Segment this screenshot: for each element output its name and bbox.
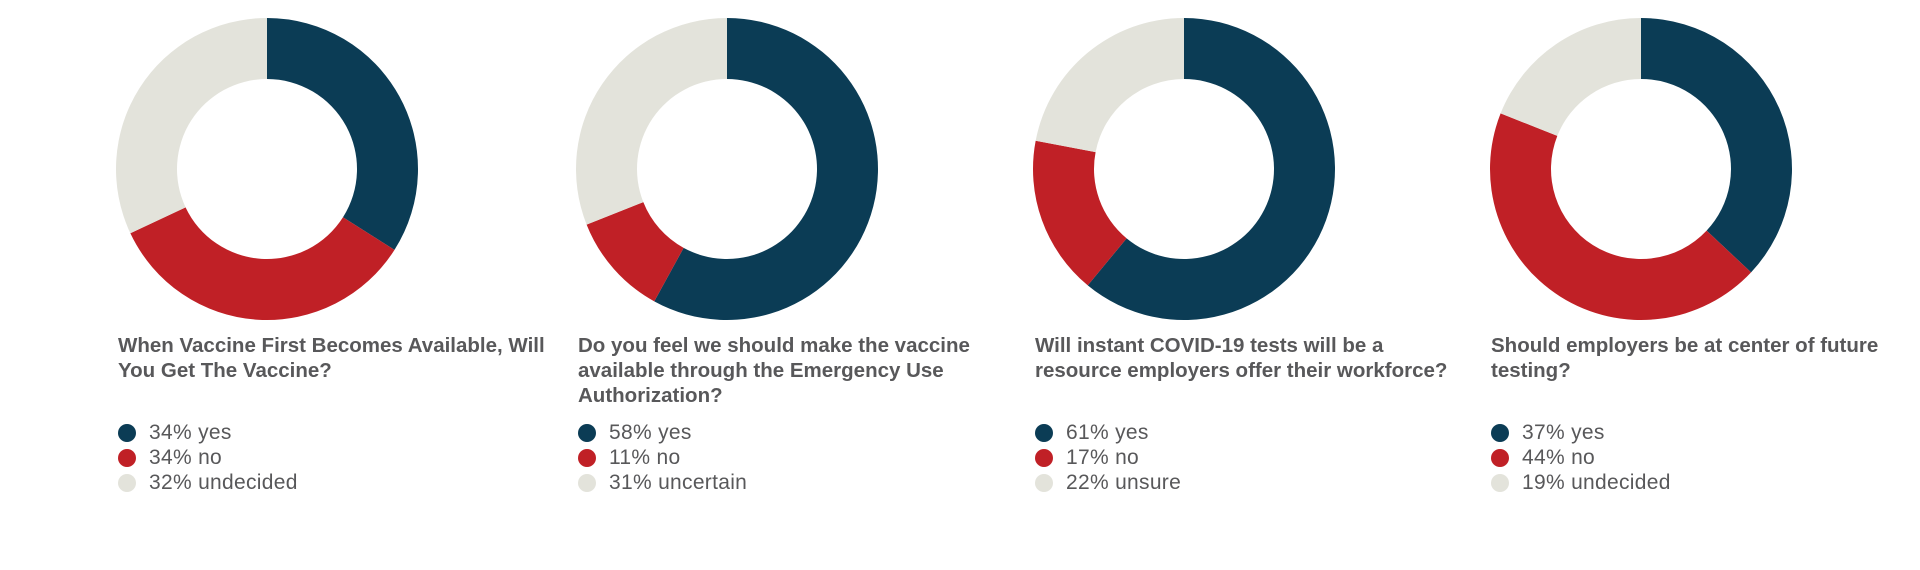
legend-dot-icon	[1035, 423, 1053, 442]
legend-item: 61% yes	[1035, 420, 1181, 445]
legend-item: 31% uncertain	[578, 470, 747, 495]
legend-item: 19% undecided	[1491, 470, 1671, 495]
donut-slice-yes	[1641, 18, 1792, 273]
legend-dot-icon	[578, 473, 596, 492]
donut-slice-yes	[267, 18, 419, 250]
donut-chart	[115, 18, 419, 321]
legend-item: 11% no	[578, 445, 747, 470]
legend: 61% yes 17% no 22% unsure	[1035, 420, 1181, 495]
legend-item: 37% yes	[1491, 420, 1671, 445]
legend-dot-icon	[578, 448, 596, 467]
chart-title: When Vaccine First Becomes Available, Wi…	[118, 334, 545, 382]
donut-chart	[576, 18, 878, 320]
legend-label: 34% yes	[149, 420, 232, 444]
legend-item: 34% yes	[118, 420, 298, 445]
legend-label: 17% no	[1066, 445, 1140, 469]
legend-dot-icon	[1491, 448, 1509, 467]
chart-title: Should employers be at center of future …	[1491, 334, 1879, 382]
legend-label: 34% no	[149, 445, 223, 469]
legend-label: 31% uncertain	[609, 470, 748, 494]
donut-slice-other	[576, 18, 727, 225]
legend: 58% yes 11% no 31% uncertain	[578, 420, 747, 495]
donut-slice-yes	[1087, 18, 1335, 320]
donut-slice-no	[586, 202, 684, 302]
donut-slice-no	[130, 207, 395, 321]
legend-dot-icon	[1035, 448, 1053, 467]
legend-item: 44% no	[1491, 445, 1671, 470]
donut-chart	[1490, 18, 1792, 320]
legend-item: 34% no	[118, 445, 298, 470]
legend-dot-icon	[1491, 423, 1509, 442]
chart-title: Will instant COVID-19 tests will be a re…	[1035, 334, 1448, 382]
legend-item: 17% no	[1035, 445, 1181, 470]
legend: 34% yes 34% no 32% undecided	[118, 420, 298, 495]
donut-slice-other	[115, 18, 268, 234]
donut-slice-no	[1490, 113, 1752, 320]
legend-label: 44% no	[1522, 445, 1596, 469]
legend-label: 22% unsure	[1066, 470, 1182, 494]
legend-label: 11% no	[609, 445, 681, 469]
donut-slice-no	[1033, 140, 1127, 286]
donut-slice-other	[1500, 18, 1641, 136]
chart-title: Do you feel we should make the vaccine a…	[578, 334, 970, 407]
legend: 37% yes 44% no 19% undecided	[1491, 420, 1671, 495]
legend-item: 32% undecided	[118, 470, 298, 495]
legend-dot-icon	[578, 423, 596, 442]
legend-dot-icon	[1035, 473, 1053, 492]
legend-label: 58% yes	[609, 420, 692, 444]
legend-dot-icon	[118, 473, 136, 492]
legend-dot-icon	[118, 423, 136, 442]
legend-label: 19% undecided	[1522, 470, 1671, 494]
donut-slice-other	[1035, 18, 1184, 153]
legend-label: 61% yes	[1066, 420, 1149, 444]
legend-dot-icon	[1491, 473, 1509, 492]
legend-label: 37% yes	[1522, 420, 1605, 444]
donut-slice-yes	[654, 18, 878, 320]
donut-chart	[1033, 18, 1335, 320]
legend-item: 22% unsure	[1035, 470, 1181, 495]
legend-dot-icon	[118, 448, 136, 467]
legend-item: 58% yes	[578, 420, 747, 445]
legend-label: 32% undecided	[149, 470, 298, 494]
